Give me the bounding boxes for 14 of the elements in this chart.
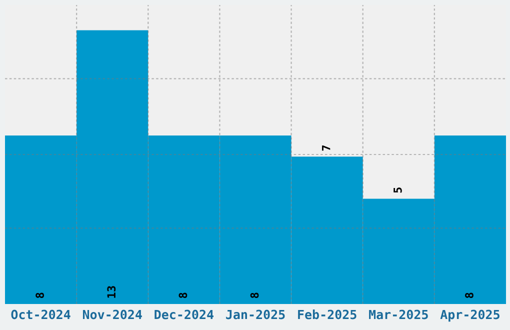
x-tick-label: Apr-2025 (440, 310, 500, 322)
x-tick-label: Feb-2025 (298, 310, 356, 320)
data-label: 8 (465, 292, 474, 298)
data-label: 7 (322, 145, 330, 151)
x-tick-label: Nov-2024 (82, 310, 142, 320)
data-label: 8 (178, 292, 188, 298)
x-tick-label: Mar-2025 (369, 310, 428, 320)
data-label: 13 (107, 286, 116, 298)
x-tick-label: Dec-2024 (154, 310, 214, 320)
data-label: 5 (394, 188, 402, 193)
data-label: 8 (36, 292, 44, 298)
x-tick-label: Oct-2024 (11, 310, 70, 320)
x-tick-label: Jan-2025 (226, 310, 285, 320)
data-label: 8 (250, 292, 259, 298)
